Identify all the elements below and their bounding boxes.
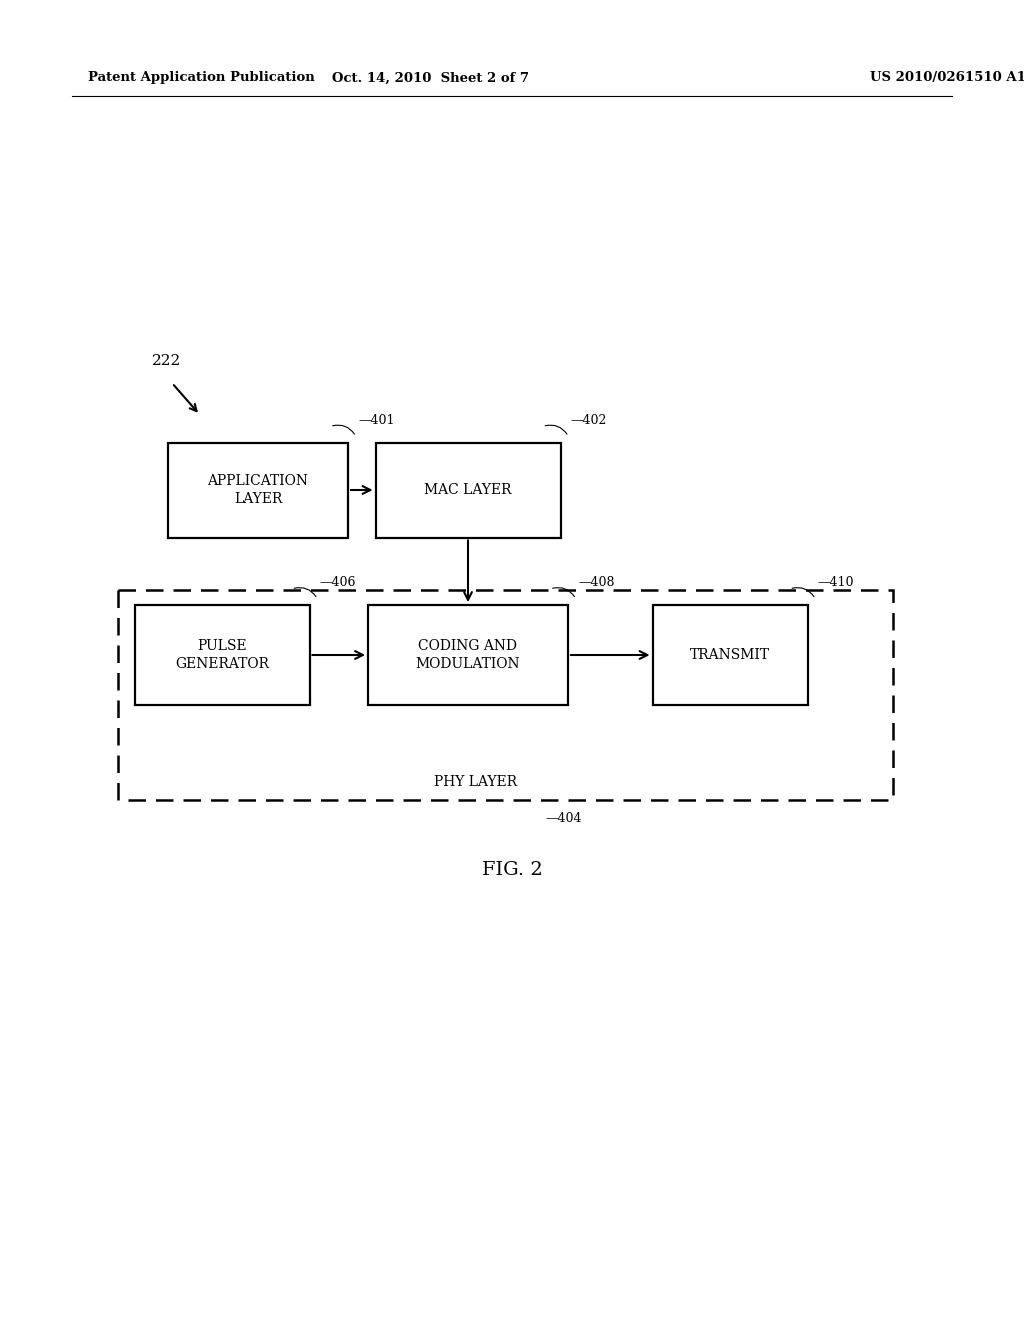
Text: Patent Application Publication: Patent Application Publication: [88, 71, 314, 84]
Bar: [652, 605, 808, 705]
Bar: [118, 590, 893, 800]
Text: —408: —408: [578, 577, 614, 590]
Bar: [168, 442, 348, 537]
Text: —406: —406: [319, 577, 356, 590]
Text: —401: —401: [358, 414, 394, 426]
Text: —404: —404: [546, 812, 582, 825]
Text: MAC LAYER: MAC LAYER: [424, 483, 512, 498]
Text: Oct. 14, 2010  Sheet 2 of 7: Oct. 14, 2010 Sheet 2 of 7: [332, 71, 528, 84]
Text: CODING AND
MODULATION: CODING AND MODULATION: [416, 639, 520, 671]
Text: 222: 222: [152, 354, 181, 368]
Text: —410: —410: [817, 577, 854, 590]
Text: US 2010/0261510 A1: US 2010/0261510 A1: [870, 71, 1024, 84]
Bar: [376, 442, 560, 537]
Bar: [134, 605, 309, 705]
Text: —402: —402: [570, 414, 607, 426]
Text: APPLICATION
LAYER: APPLICATION LAYER: [208, 474, 308, 506]
Text: FIG. 2: FIG. 2: [481, 861, 543, 879]
Bar: [368, 605, 568, 705]
Text: PHY LAYER: PHY LAYER: [434, 775, 517, 789]
Text: TRANSMIT: TRANSMIT: [690, 648, 770, 663]
Text: PULSE
GENERATOR: PULSE GENERATOR: [175, 639, 269, 671]
